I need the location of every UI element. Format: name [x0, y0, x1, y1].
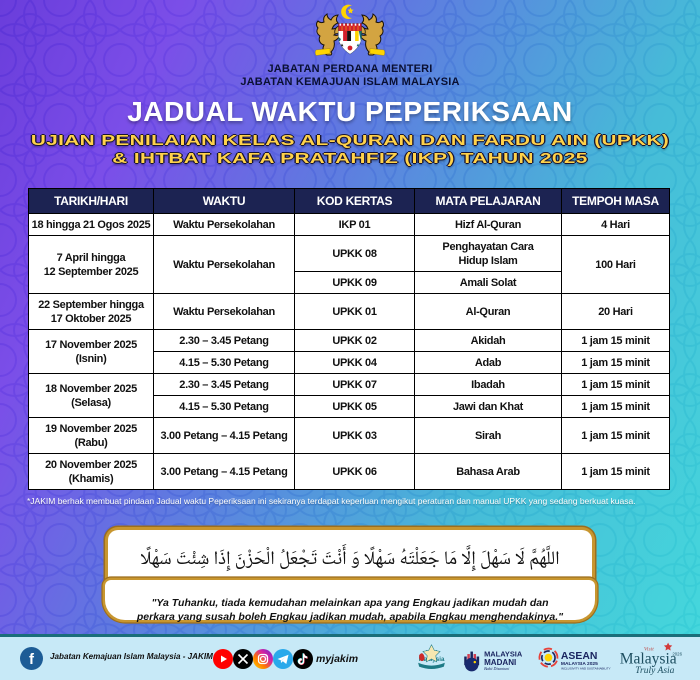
svg-text:Truly Asia: Truly Asia: [635, 666, 674, 676]
svg-text:Bakti Disantuni: Bakti Disantuni: [484, 666, 509, 671]
svg-text:2026: 2026: [672, 652, 682, 657]
svg-text:MALAYSIA: MALAYSIA: [484, 650, 523, 659]
svg-text:INCLUSIVITY AND SUSTAINABILITY: INCLUSIVITY AND SUSTAINABILITY: [561, 666, 611, 670]
svg-text:Malaysia: Malaysia: [620, 650, 677, 667]
svg-text:ASEAN: ASEAN: [561, 651, 597, 662]
